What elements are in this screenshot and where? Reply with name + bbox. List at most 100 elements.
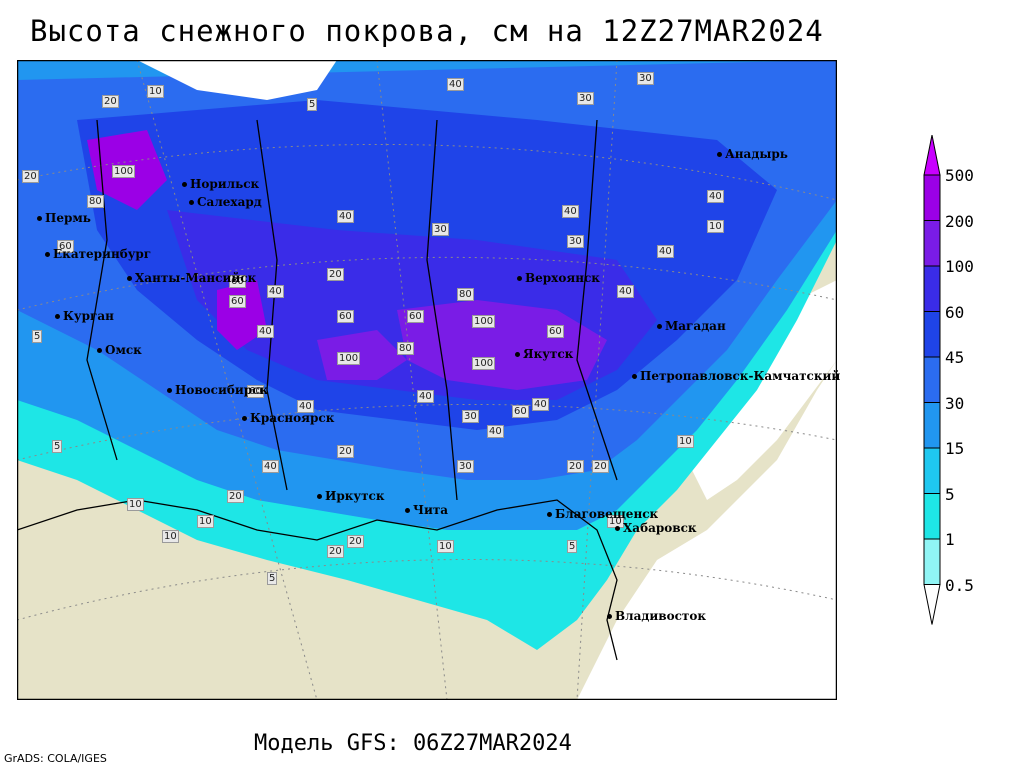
legend-level-label: 60 — [945, 302, 965, 322]
contour-value-label: 60 — [247, 385, 264, 398]
contour-value-label: 40 — [267, 285, 284, 298]
contour-value-label: 5 — [52, 440, 63, 453]
contour-value-label: 10 — [127, 498, 144, 511]
legend-band — [923, 538, 941, 585]
contour-value-label: 100 — [472, 357, 496, 370]
contour-value-label: 60 — [57, 240, 74, 253]
city-label: Новосибирск — [175, 383, 269, 397]
contour-value-label: 20 — [337, 445, 354, 458]
contour-value-label: 30 — [637, 72, 654, 85]
contour-value-label: 100 — [472, 315, 496, 328]
legend-level-label: 15 — [945, 439, 965, 458]
city-label: Благовещенск — [555, 507, 659, 521]
city-marker — [515, 352, 520, 357]
contour-value-label: 40 — [337, 210, 354, 223]
contour-value-label: 40 — [262, 460, 279, 473]
city-label: Пермь — [45, 211, 91, 225]
legend-band — [923, 447, 941, 494]
city-marker — [405, 508, 410, 513]
contour-value-label: 40 — [297, 400, 314, 413]
contour-value-label: 30 — [567, 235, 584, 248]
city-label: Верхоянск — [525, 271, 600, 285]
snow-zone-100-west — [317, 330, 407, 380]
legend-band — [923, 493, 941, 540]
kara-sea — [137, 60, 337, 100]
city-marker — [182, 182, 187, 187]
contour-value-label: 10 — [677, 435, 694, 448]
city-label: Норильск — [190, 177, 260, 191]
city-label: Магадан — [665, 319, 726, 333]
grads-credit: GrADS: COLA/IGES — [4, 752, 107, 765]
contour-value-label: 5 — [307, 98, 318, 111]
legend-band — [923, 402, 941, 449]
contour-value-label: 80 — [87, 195, 104, 208]
contour-value-label: 80 — [457, 288, 474, 301]
city-verkhoyansk: Верхоянск — [517, 272, 600, 284]
city-label: Салехард — [197, 195, 262, 209]
city-label: Иркутск — [325, 489, 385, 503]
city-marker — [189, 200, 194, 205]
legend-level-label: 200 — [945, 211, 974, 231]
legend-level-label: 5 — [945, 484, 955, 504]
city-novosibirsk: Новосибирск — [167, 384, 268, 396]
city-label: Чита — [413, 503, 449, 517]
contour-value-label: 40 — [532, 398, 549, 411]
map-title: Высота снежного покрова, см на 12Z27MAR2… — [30, 14, 824, 48]
city-khanty-mansiysk: Ханты-Мансийск — [127, 272, 256, 284]
city-anadyr: Анадырь — [717, 148, 788, 160]
contour-value-label: 40 — [707, 190, 724, 203]
contour-value-label: 100 — [337, 352, 361, 365]
contour-value-label: 100 — [112, 165, 136, 178]
city-marker — [242, 416, 247, 421]
city-label: Красноярск — [250, 411, 335, 425]
contour-value-label: 5 — [267, 572, 278, 585]
legend-band — [923, 311, 941, 358]
contour-value-label: 30 — [432, 223, 449, 236]
legend-bottom-arrow — [923, 584, 941, 625]
contour-value-label: 10 — [147, 85, 164, 98]
city-krasnoyarsk: Красноярск — [242, 412, 334, 424]
contour-value-label: 10 — [162, 530, 179, 543]
contour-value-label: 20 — [567, 460, 584, 473]
contour-value-label: 40 — [617, 285, 634, 298]
city-marker — [517, 276, 522, 281]
city-perm: Пермь — [37, 212, 91, 224]
city-marker — [317, 494, 322, 499]
contour-value-label: 10 — [707, 220, 724, 233]
city-marker — [615, 526, 620, 531]
city-chita: Чита — [405, 504, 448, 516]
contour-value-label: 60 — [547, 325, 564, 338]
contour-value-label: 20 — [102, 95, 119, 108]
legend-level-label: 45 — [945, 348, 965, 367]
city-marker — [97, 348, 102, 353]
city-norilsk: Норильск — [182, 178, 259, 190]
snow-zone-100 — [397, 300, 607, 390]
legend-level-label: 1 — [945, 530, 955, 549]
city-petropavlovsk-kamchatsky: Петропавловск-Камчатский — [632, 370, 840, 382]
city-label: Анадырь — [725, 147, 788, 161]
contour-value-label: 20 — [327, 545, 344, 558]
city-marker — [37, 216, 42, 221]
legend-level-label: 30 — [945, 393, 965, 413]
city-label: Владивосток — [615, 609, 707, 623]
contour-value-label: 40 — [562, 205, 579, 218]
city-label: Якутск — [523, 347, 574, 361]
city-marker — [45, 252, 50, 257]
city-omsk: Омск — [97, 344, 142, 356]
legend-level-label: 500 — [945, 166, 974, 185]
contour-value-label: 20 — [22, 170, 39, 183]
legend-top-arrow — [923, 135, 941, 176]
contour-value-label: 30 — [457, 460, 474, 473]
contour-value-label: 5 — [567, 540, 578, 553]
contour-value-label: 60 — [512, 405, 529, 418]
city-khabarovsk: Хабаровск — [615, 522, 697, 534]
contour-value-label: 20 — [327, 268, 344, 281]
map-frame — [17, 60, 837, 700]
city-label: Хабаровск — [623, 521, 697, 535]
contour-value-label: 40 — [257, 325, 274, 338]
contour-value-label: 20 — [347, 535, 364, 548]
contour-value-label: 60 — [337, 310, 354, 323]
contour-value-label: 20 — [227, 490, 244, 503]
contour-value-label: 60 — [407, 310, 424, 323]
legend-band — [923, 174, 941, 221]
